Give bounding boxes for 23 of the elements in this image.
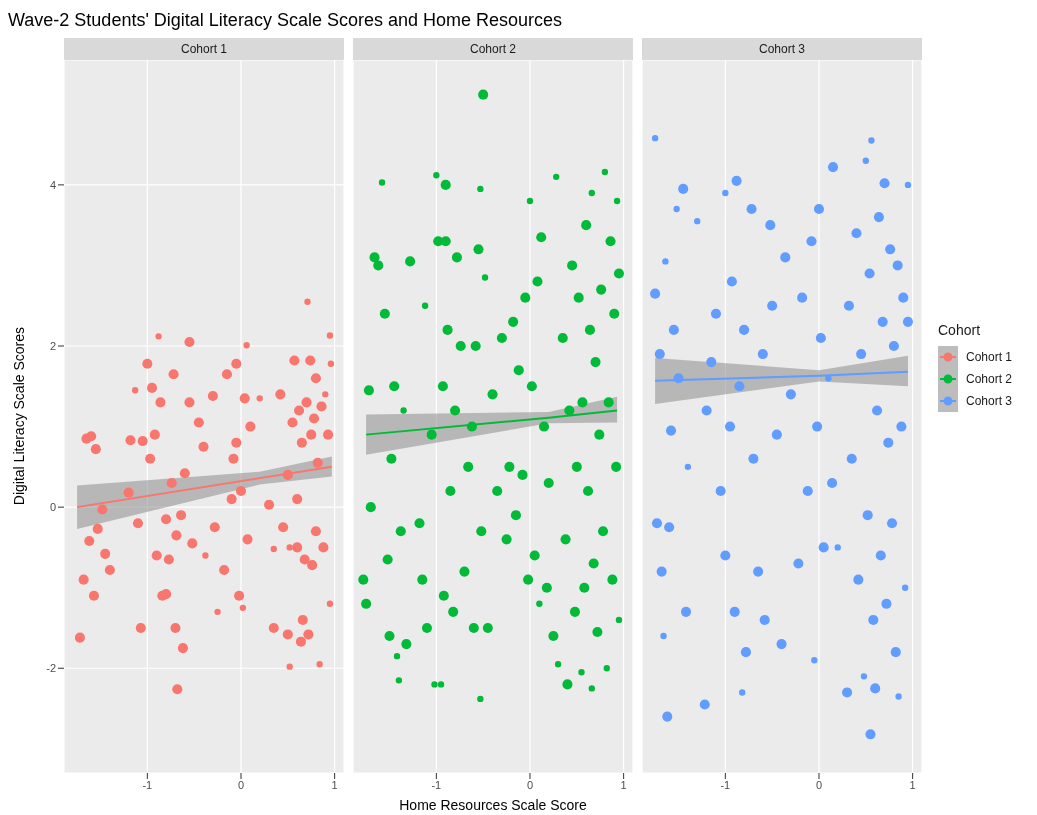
x-tick-label: 1 (909, 778, 916, 791)
x-tick-label: 1 (620, 778, 627, 791)
x-tick-label: -1 (720, 778, 731, 791)
legend-label: Cohort 3 (966, 394, 1013, 408)
y-tick-label: 2 (49, 339, 56, 352)
legend-title: Cohort (938, 322, 981, 338)
legend-label: Cohort 1 (966, 350, 1013, 364)
chart-subtitle: Cohort 2 (469, 42, 517, 56)
x-tick-label: 1 (331, 778, 338, 791)
legend-label: Cohort 2 (966, 372, 1013, 386)
chart-subtitle: Cohort 3 (758, 42, 806, 56)
chart-title: Wave-2 Students' Digital Literacy Scale Scores and Home Resources (8, 10, 563, 31)
x-tick-label: -1 (431, 778, 442, 791)
y-axis-title: Digital Literacy Scale Scores (11, 327, 27, 506)
x-axis-title: Home Resources Scale Score (398, 797, 588, 813)
y-tick-label: 4 (49, 178, 56, 191)
chart-subtitle: Cohort 1 (180, 42, 228, 56)
x-tick-label: 0 (526, 778, 534, 791)
y-tick-label: -2 (46, 662, 56, 675)
x-tick-label: -1 (142, 778, 153, 791)
x-tick-label: 0 (815, 778, 823, 791)
x-tick-label: 0 (237, 778, 245, 791)
y-tick-label: 0 (49, 501, 56, 514)
